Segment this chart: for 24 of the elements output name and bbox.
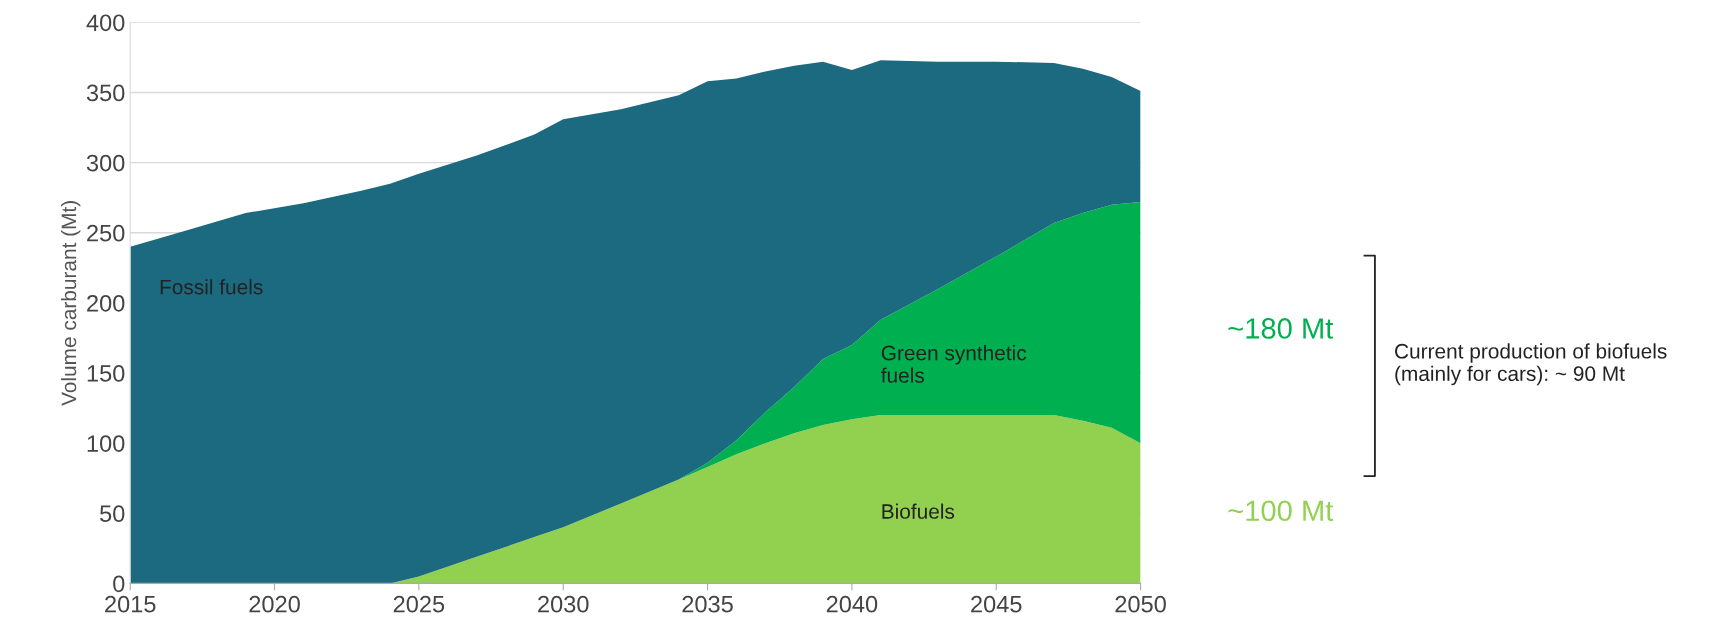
y-tick-label: 300 [86, 154, 125, 172]
series-label: Green synthetic fuels [881, 345, 1027, 383]
text: ~100 Mt [1228, 500, 1334, 522]
y-tick-label: 50 [100, 505, 125, 523]
series-label: Biofuels [882, 503, 955, 519]
x-tick-label: 2035 [682, 595, 733, 613]
series-label: Fossil fuels [160, 279, 263, 295]
y-tick-label: 200 [87, 294, 125, 312]
y-tick-label: 150 [87, 365, 125, 382]
y-tick-label: 350 [86, 84, 125, 102]
x-tick-label: 2025 [393, 595, 445, 613]
y-axis-title: Volume carburant (Mt) [60, 201, 81, 406]
y-tick-label: 250 [87, 224, 125, 242]
y-tick-label: 0 [113, 575, 125, 593]
x-tick-label: 2030 [538, 595, 589, 613]
text: ~180 Mt [1228, 318, 1334, 339]
text: Current production of biofuels (mainly for cars): ~ 90 Mt [1395, 343, 1667, 386]
x-tick-label: 2020 [249, 595, 300, 613]
x-tick-label: 2015 [105, 595, 156, 613]
x-tick-label: 2050 [1115, 595, 1166, 613]
y-tick-label: 400 [86, 14, 125, 32]
y-tick-label: 100 [87, 435, 125, 452]
x-tick-label: 2040 [826, 595, 878, 613]
x-tick-label: 2045 [971, 595, 1022, 613]
